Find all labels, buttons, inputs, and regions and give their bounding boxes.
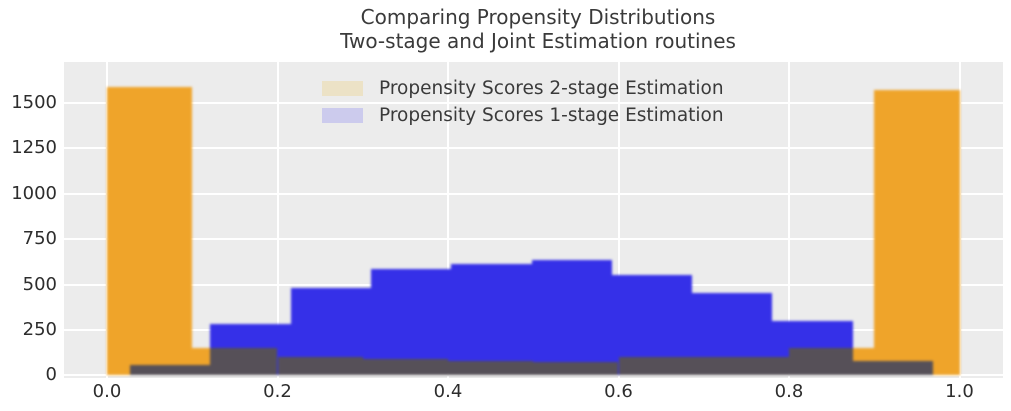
gridline-horizontal (64, 192, 1003, 195)
bar-overlap (192, 365, 211, 376)
legend-item-2stage: Propensity Scores 2-stage Estimation (322, 77, 724, 100)
bar-1stage (531, 260, 612, 376)
x-tick-label: 0.6 (604, 381, 633, 402)
bar-overlap (448, 360, 452, 376)
bar-overlap (852, 360, 875, 376)
bar-overlap (703, 356, 773, 376)
y-tick-label: 250 (22, 318, 57, 340)
legend-item-1stage: Propensity Scores 1-stage Estimation (322, 104, 724, 127)
bar-overlap (531, 360, 534, 376)
gridline-vertical (447, 62, 449, 378)
gridline-horizontal (64, 101, 1003, 104)
legend-label-1stage: Propensity Scores 1-stage Estimation (379, 105, 724, 126)
y-tick-label: 750 (22, 228, 57, 250)
y-tick-label: 0 (45, 364, 57, 386)
bar-overlap (362, 359, 371, 376)
legend-swatch-2stage (322, 81, 363, 96)
bar-overlap (772, 356, 789, 376)
x-tick-label: 0.2 (263, 381, 292, 402)
bar-1stage (370, 269, 452, 376)
x-tick-label: 0.4 (433, 381, 463, 402)
chart-title: Comparing Propensity Distributions Two-s… (340, 5, 736, 53)
bar-2stage (107, 86, 193, 376)
x-tick-label: 0.8 (774, 381, 804, 402)
bar-overlap (874, 360, 934, 376)
bar-2stage (874, 90, 960, 376)
legend-label-2stage: Propensity Scores 2-stage Estimation (379, 78, 724, 99)
legend: Propensity Scores 2-stage Estimation Pro… (322, 77, 724, 131)
y-tick-label: 1000 (11, 182, 57, 204)
bar-overlap (210, 348, 278, 376)
y-tick-label: 1250 (11, 137, 57, 159)
chart-title-line1: Comparing Propensity Distributions (360, 5, 716, 29)
x-tick-label: 1.0 (945, 381, 974, 402)
gridline-horizontal (64, 147, 1003, 150)
bar-overlap (611, 361, 619, 376)
bar-1stage (451, 263, 532, 376)
bar-overlap (451, 360, 532, 376)
bar-overlap (130, 365, 193, 376)
gridline-vertical (958, 62, 961, 378)
bar-overlap (533, 361, 612, 376)
bar-overlap (370, 359, 448, 376)
histogram-bars (64, 62, 1003, 378)
bar-overlap (618, 357, 693, 376)
plot-area (64, 62, 1003, 378)
legend-swatch-1stage (322, 108, 363, 123)
chart-title-line2: Two-stage and Joint Estimation routines (340, 29, 736, 53)
y-tick-label: 1500 (11, 91, 57, 113)
y-tick-label: 500 (22, 273, 57, 295)
x-tick-label: 0.0 (92, 381, 122, 402)
gridline-horizontal (64, 374, 1003, 377)
bar-overlap (290, 357, 363, 376)
bar-overlap (692, 357, 704, 376)
bar-overlap (277, 357, 291, 376)
gridline-vertical (617, 62, 620, 378)
gridline-horizontal (64, 238, 1003, 241)
gridline-vertical (276, 62, 279, 378)
bar-overlap (789, 348, 853, 376)
gridline-vertical (788, 62, 790, 378)
